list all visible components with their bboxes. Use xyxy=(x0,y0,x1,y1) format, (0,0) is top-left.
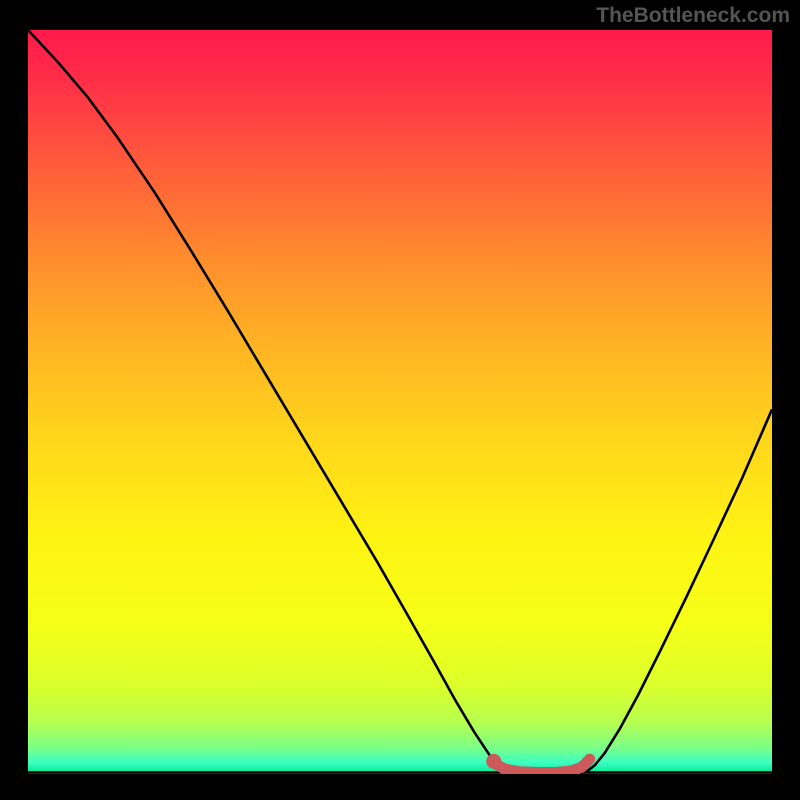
marker-dot xyxy=(486,754,501,769)
chart-plot xyxy=(28,30,772,774)
page-root: TheBottleneck.com xyxy=(0,0,800,800)
chart-svg xyxy=(28,30,772,774)
chart-background xyxy=(28,30,772,774)
attribution-text: TheBottleneck.com xyxy=(596,4,790,28)
